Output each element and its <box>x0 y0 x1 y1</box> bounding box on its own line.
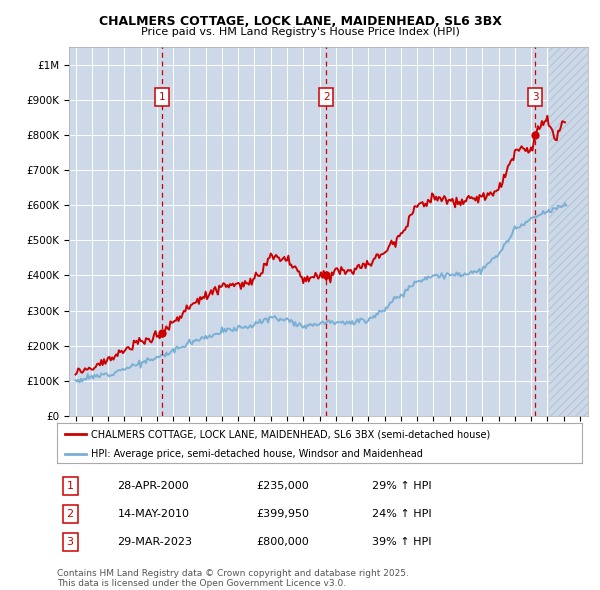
Text: 29-MAR-2023: 29-MAR-2023 <box>118 537 193 547</box>
Text: 2: 2 <box>67 509 74 519</box>
Text: 3: 3 <box>532 92 538 102</box>
Text: HPI: Average price, semi-detached house, Windsor and Maidenhead: HPI: Average price, semi-detached house,… <box>91 450 423 460</box>
Text: £399,950: £399,950 <box>257 509 310 519</box>
Text: 14-MAY-2010: 14-MAY-2010 <box>118 509 190 519</box>
Text: £235,000: £235,000 <box>257 481 309 491</box>
Text: CHALMERS COTTAGE, LOCK LANE, MAIDENHEAD, SL6 3BX (semi-detached house): CHALMERS COTTAGE, LOCK LANE, MAIDENHEAD,… <box>91 430 490 440</box>
Text: CHALMERS COTTAGE, LOCK LANE, MAIDENHEAD, SL6 3BX: CHALMERS COTTAGE, LOCK LANE, MAIDENHEAD,… <box>98 15 502 28</box>
Text: Price paid vs. HM Land Registry's House Price Index (HPI): Price paid vs. HM Land Registry's House … <box>140 27 460 37</box>
Text: 2: 2 <box>323 92 329 102</box>
Text: Contains HM Land Registry data © Crown copyright and database right 2025.
This d: Contains HM Land Registry data © Crown c… <box>57 569 409 588</box>
Text: 28-APR-2000: 28-APR-2000 <box>118 481 189 491</box>
Text: 1: 1 <box>159 92 166 102</box>
Text: 39% ↑ HPI: 39% ↑ HPI <box>372 537 431 547</box>
Text: 24% ↑ HPI: 24% ↑ HPI <box>372 509 431 519</box>
Text: £800,000: £800,000 <box>257 537 309 547</box>
Text: 29% ↑ HPI: 29% ↑ HPI <box>372 481 431 491</box>
Text: 3: 3 <box>67 537 74 547</box>
Text: 1: 1 <box>67 481 74 491</box>
